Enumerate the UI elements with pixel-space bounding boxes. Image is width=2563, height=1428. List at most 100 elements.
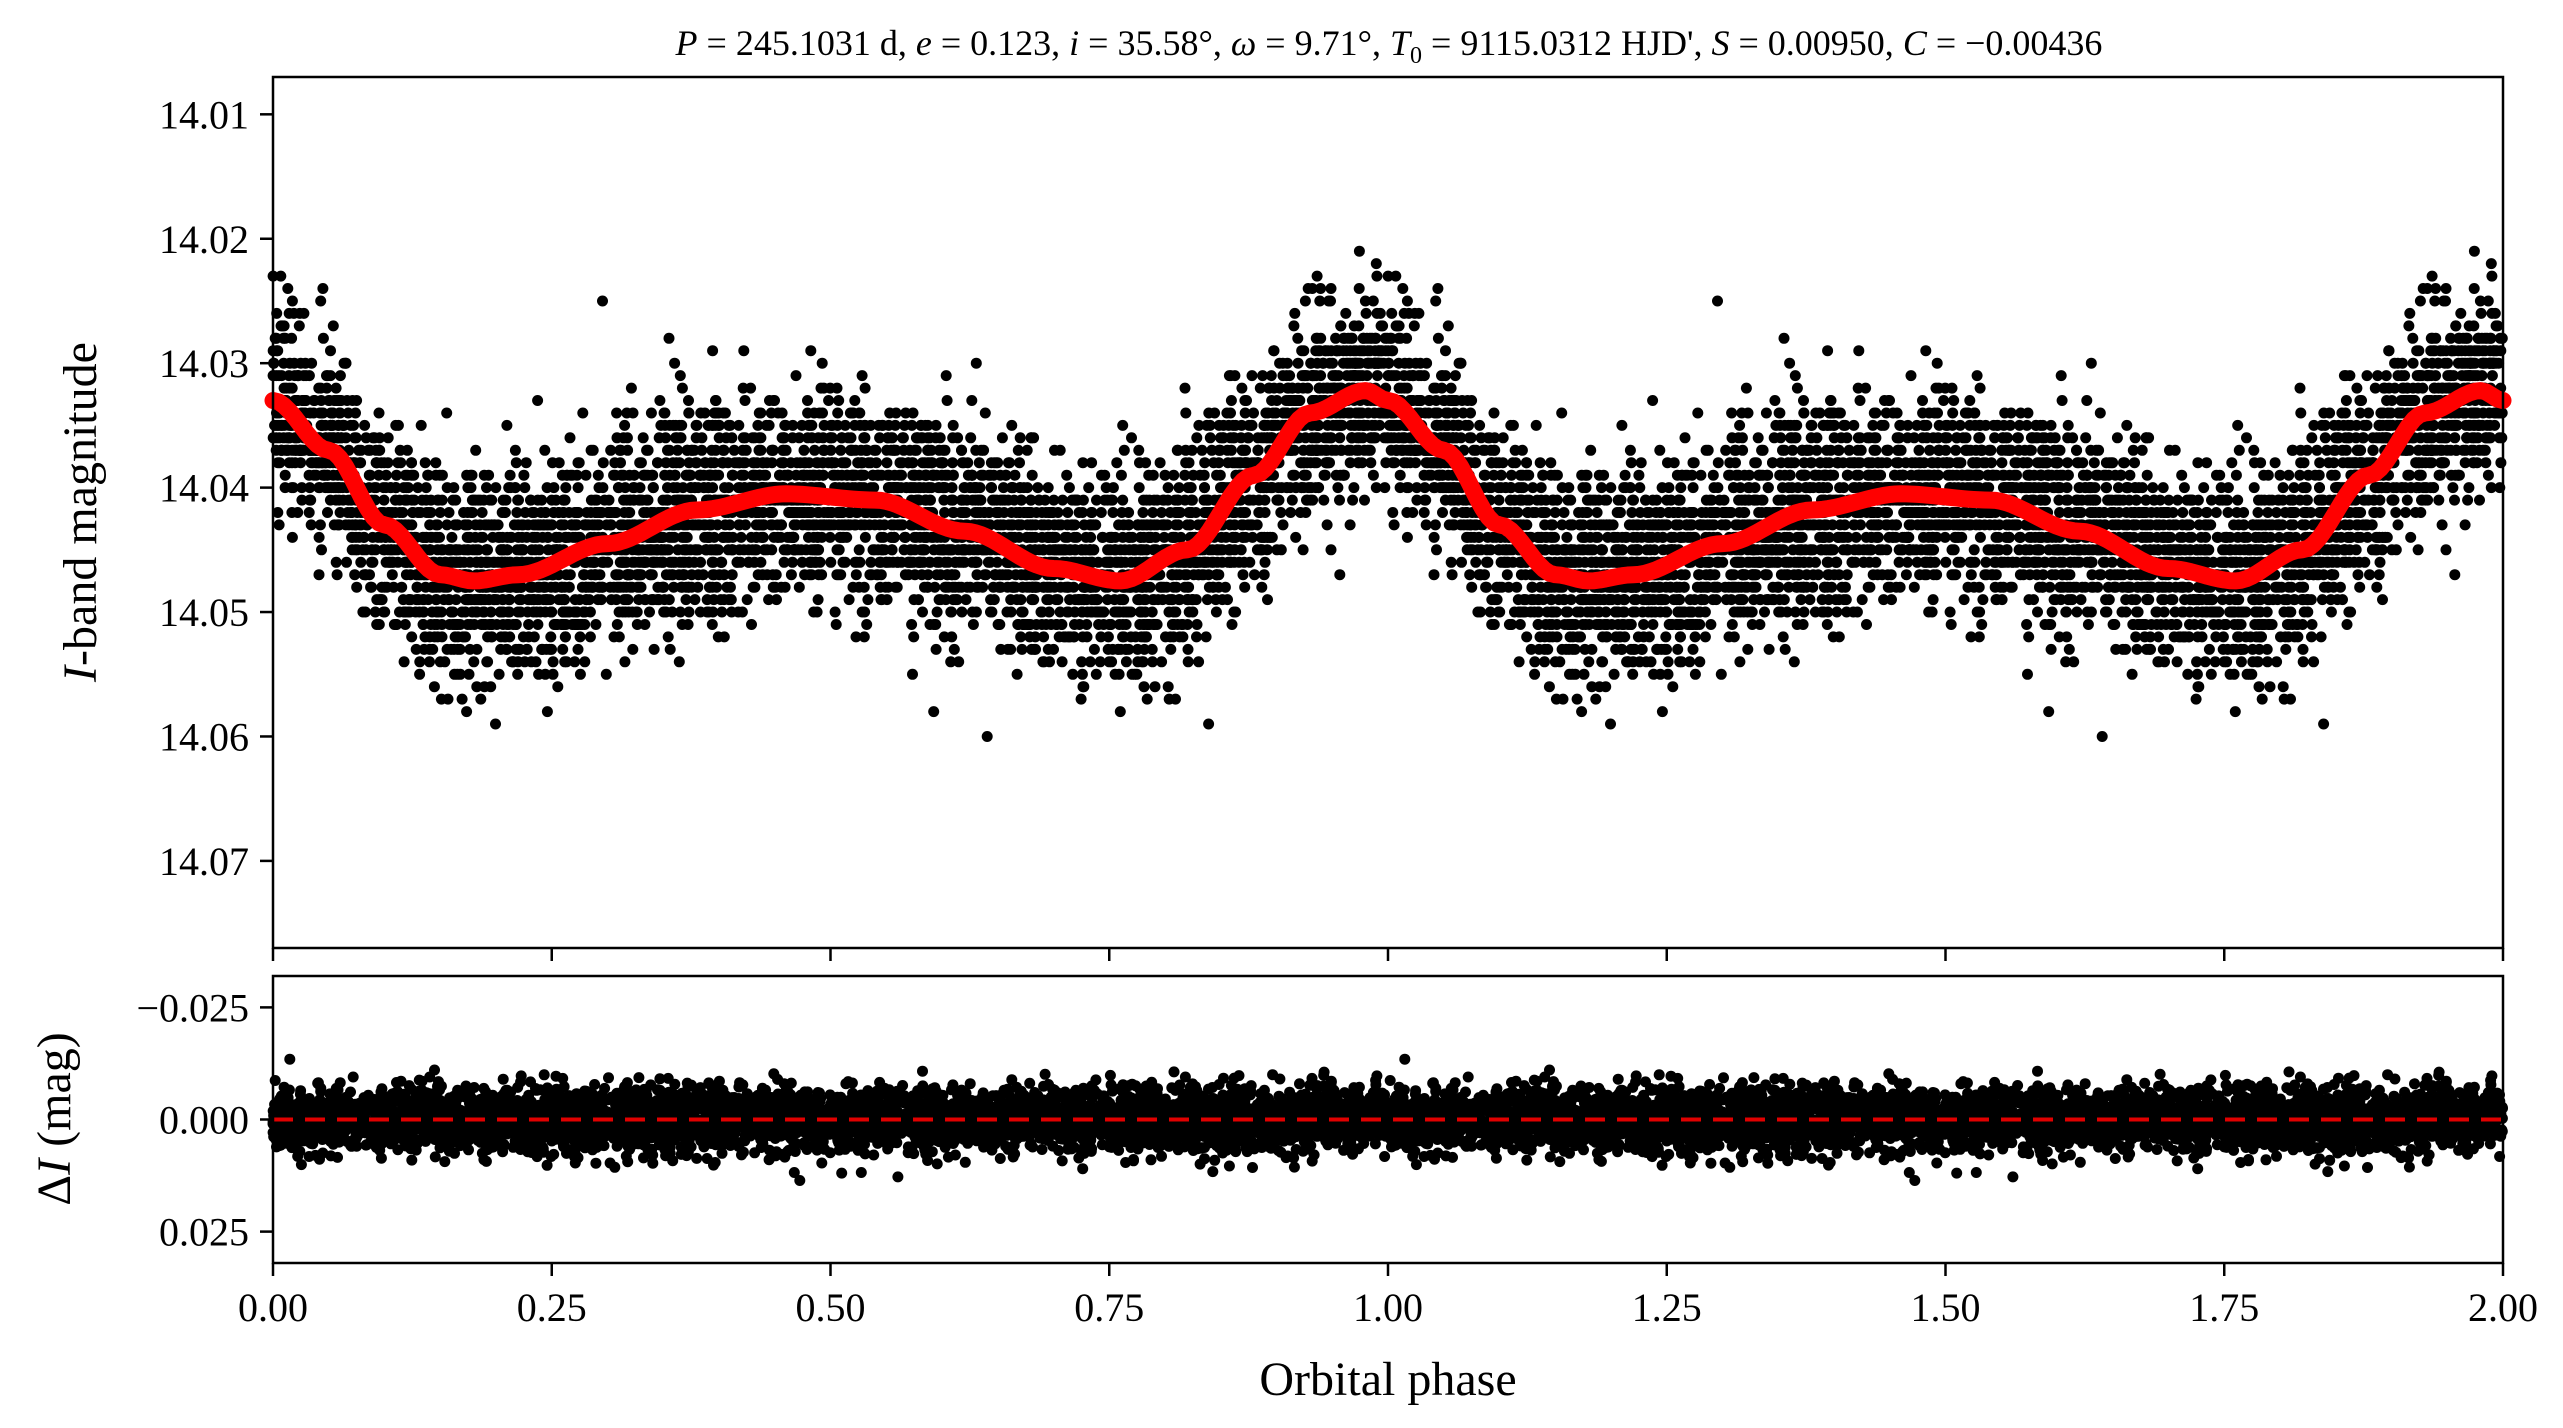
data-point xyxy=(1248,407,1259,419)
data-point xyxy=(1705,619,1717,630)
title-omega-symbol: ω xyxy=(1231,23,1256,63)
data-point xyxy=(574,631,586,643)
data-point xyxy=(1737,507,1749,518)
data-point xyxy=(1668,507,1680,518)
data-point xyxy=(805,345,817,357)
data-point xyxy=(2403,320,2415,332)
data-point xyxy=(1676,656,1687,668)
data-point xyxy=(739,395,751,406)
data-point xyxy=(611,619,623,630)
data-point xyxy=(752,569,764,581)
data-point xyxy=(2433,494,2445,506)
data-point xyxy=(2373,569,2385,581)
data-point xyxy=(1964,419,1976,431)
data-point xyxy=(2014,419,2025,431)
data-point xyxy=(1694,656,1706,668)
data-point xyxy=(778,444,790,456)
data-point xyxy=(1530,419,1542,431)
data-point xyxy=(2120,594,2132,606)
data-point xyxy=(945,606,957,618)
data-point xyxy=(1319,469,1331,481)
data-point xyxy=(998,482,1009,494)
data-point xyxy=(2171,619,2182,630)
data-point xyxy=(1841,606,1853,618)
data-point xyxy=(1154,457,1166,469)
data-point xyxy=(2475,307,2487,319)
data-point xyxy=(386,569,398,581)
data-point xyxy=(1656,706,1668,718)
data-point xyxy=(509,444,521,456)
data-point xyxy=(1249,569,1260,581)
data-point xyxy=(1359,494,1370,506)
data-point xyxy=(2080,432,2092,444)
data-point xyxy=(274,457,286,469)
data-point xyxy=(406,631,418,643)
data-point xyxy=(547,668,559,680)
data-point xyxy=(1334,569,1346,581)
data-point xyxy=(1634,482,1646,494)
data-point xyxy=(2345,606,2357,618)
data-point xyxy=(862,594,874,606)
data-point xyxy=(2434,469,2446,481)
data-point xyxy=(785,569,797,581)
data-point xyxy=(1630,606,1642,618)
data-point xyxy=(461,706,473,718)
data-point xyxy=(1501,569,1513,581)
data-point xyxy=(1964,395,1976,406)
data-point xyxy=(1179,382,1191,394)
data-point xyxy=(825,556,837,568)
data-point xyxy=(1348,482,1360,494)
data-point xyxy=(2413,345,2425,357)
data-point xyxy=(2374,556,2386,568)
data-point xyxy=(504,469,516,481)
data-point xyxy=(1619,469,1631,481)
data-point xyxy=(330,556,342,568)
data-point xyxy=(1245,419,1257,431)
data-point xyxy=(1965,569,1977,581)
data-point xyxy=(1822,345,1834,357)
data-point xyxy=(627,643,639,655)
data-point xyxy=(1667,681,1679,693)
data-point xyxy=(1750,457,1762,469)
data-point xyxy=(1533,606,1545,618)
data-point xyxy=(832,407,844,419)
title-e-symbol: e xyxy=(916,23,932,63)
data-point xyxy=(1867,569,1879,581)
data-point xyxy=(1769,395,1781,406)
data-point xyxy=(947,419,959,431)
data-point xyxy=(2275,631,2286,643)
data-point xyxy=(710,395,721,406)
data-point xyxy=(1446,569,1458,581)
data-point xyxy=(1597,631,1609,643)
data-point xyxy=(1662,656,1674,668)
data-point xyxy=(1387,507,1399,518)
data-point xyxy=(1908,581,1920,593)
data-point xyxy=(1445,556,1457,568)
data-point xyxy=(1036,606,1048,618)
data-point xyxy=(690,432,702,444)
data-point xyxy=(317,332,329,344)
data-point xyxy=(2318,407,2330,419)
data-point xyxy=(654,395,666,406)
title-i-value: = 35.58°, xyxy=(1079,23,1231,63)
data-point xyxy=(2094,407,2106,419)
data-point xyxy=(1140,457,1152,469)
data-point xyxy=(1728,631,1740,643)
data-point xyxy=(313,569,325,581)
data-point xyxy=(493,668,505,680)
data-point xyxy=(2297,656,2309,668)
data-point xyxy=(1262,594,1273,606)
data-point xyxy=(1712,457,1724,469)
data-point xyxy=(1379,482,1391,494)
data-point xyxy=(2001,544,2013,556)
data-point xyxy=(456,693,468,705)
title-s-symbol: S xyxy=(1712,23,1730,63)
data-point xyxy=(967,619,979,630)
data-point xyxy=(1610,631,1622,643)
data-point xyxy=(2063,643,2075,655)
data-point xyxy=(2325,606,2337,618)
data-point xyxy=(1191,619,1203,630)
data-point xyxy=(1431,544,1442,556)
data-point xyxy=(1585,444,1597,456)
data-point xyxy=(2151,606,2163,618)
